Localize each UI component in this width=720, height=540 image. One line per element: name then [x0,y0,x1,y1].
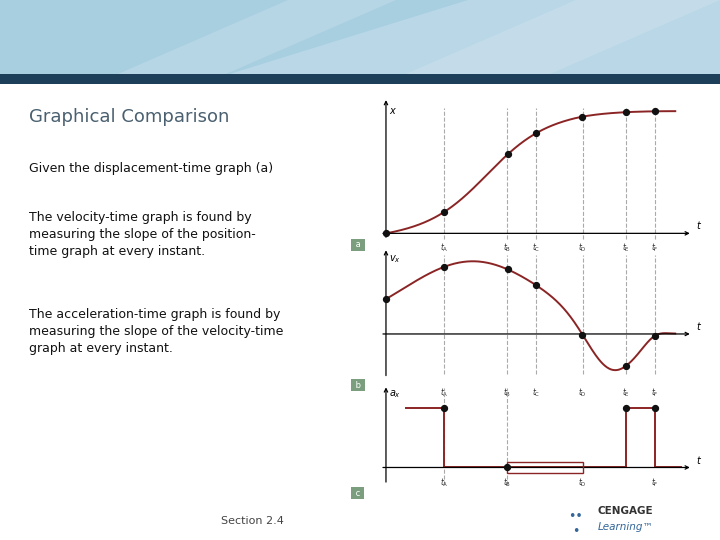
Point [649,403,661,412]
Point [438,208,450,217]
Point [621,403,632,412]
Text: $x$: $x$ [389,106,397,116]
Point [577,112,588,121]
Text: $t_{\rm B}$: $t_{\rm B}$ [503,241,512,254]
Polygon shape [216,0,720,78]
Text: b: b [353,381,364,390]
Text: CENGAGE: CENGAGE [598,505,653,516]
Point [649,332,661,340]
Text: $t$: $t$ [696,454,701,465]
Point [438,403,449,412]
Point [577,330,588,339]
Text: $t$: $t$ [696,219,701,231]
Polygon shape [108,0,396,78]
Text: Graphical Comparison: Graphical Comparison [29,108,229,126]
Point [380,229,392,238]
Text: $t_{\rm F}$: $t_{\rm F}$ [651,386,659,399]
Text: $t_{\rm F}$: $t_{\rm F}$ [651,241,659,254]
Text: $t_{\rm A}$: $t_{\rm A}$ [439,241,448,254]
Text: Section 2.4: Section 2.4 [220,516,284,526]
Point [649,107,661,116]
Text: $t_{\rm A}$: $t_{\rm A}$ [439,476,448,489]
Text: The velocity-time graph is found by
measuring the slope of the position-
time gr: The velocity-time graph is found by meas… [29,211,256,258]
Text: $t_{\rm B}$: $t_{\rm B}$ [503,476,512,489]
Point [502,265,513,274]
Text: $t_{\rm E}$: $t_{\rm E}$ [622,241,630,254]
Text: $t_{\rm D}$: $t_{\rm D}$ [578,476,587,489]
Text: The acceleration-time graph is found by
measuring the slope of the velocity-time: The acceleration-time graph is found by … [29,308,283,355]
Text: $t_{\rm C}$: $t_{\rm C}$ [532,241,541,254]
Point [531,129,542,138]
Text: c: c [353,489,363,498]
Text: $t_{\rm A}$: $t_{\rm A}$ [439,386,448,399]
Bar [508,462,582,473]
Text: $t_{\rm E}$: $t_{\rm E}$ [622,386,630,399]
Point [620,108,631,117]
Point [380,295,392,303]
Point [620,362,631,370]
Text: $t_{\rm C}$: $t_{\rm C}$ [532,386,541,399]
Text: $t_{\rm D}$: $t_{\rm D}$ [578,241,587,254]
Text: $t$: $t$ [696,320,701,332]
Text: $a_x$: $a_x$ [389,388,401,400]
Text: a: a [353,240,363,249]
Text: Given the displacement-time graph (a): Given the displacement-time graph (a) [29,162,273,175]
Point [438,262,450,271]
Polygon shape [396,0,720,78]
Text: $t_{\rm F}$: $t_{\rm F}$ [651,476,659,489]
Point [502,150,513,159]
Point [502,463,513,472]
Text: $v_x$: $v_x$ [389,253,401,265]
Text: $t_{\rm B}$: $t_{\rm B}$ [503,386,512,399]
Point [531,281,542,289]
Text: $t_{\rm D}$: $t_{\rm D}$ [578,386,587,399]
Text: ••
•: •• • [569,510,583,538]
Text: Learning™: Learning™ [598,522,654,532]
